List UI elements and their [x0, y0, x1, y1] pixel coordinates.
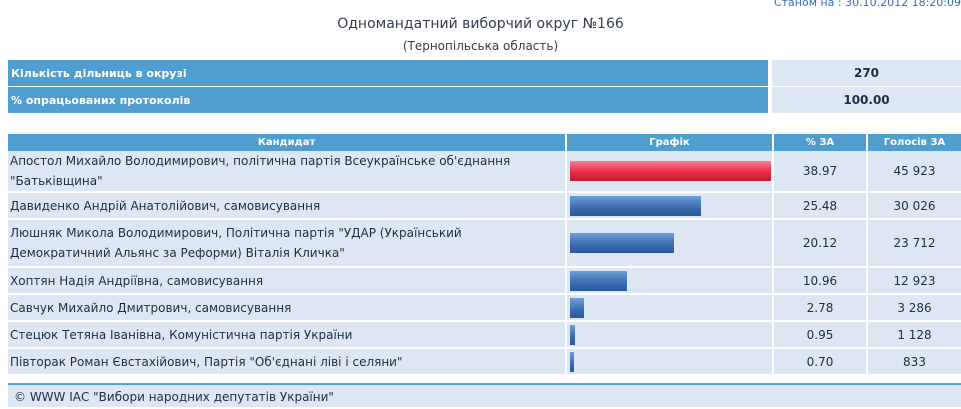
graph-cell: [566, 151, 774, 193]
votes-cell: 12 923: [867, 267, 961, 295]
summary-row-stations: Кількість дільниць в окрузі 270: [8, 60, 961, 87]
candidate-cell: Апостол Михайло Володимирович, політична…: [8, 151, 567, 193]
candidate-affiliation: , самовисування: [187, 300, 292, 315]
candidate-name: Савчук Михайло Дмитрович: [10, 300, 188, 315]
result-bar: [570, 297, 584, 318]
candidate-cell: Давиденко Андрій Анатолійович, самовисув…: [8, 192, 567, 220]
results-body: Апостол Михайло Володимирович, політична…: [8, 151, 961, 376]
column-header-votes: Голосів ЗА: [867, 134, 961, 151]
percent-cell: 0.70: [773, 348, 868, 376]
candidate-cell: Люшняк Микола Володимирович, Політична п…: [8, 219, 567, 268]
table-row: Люшняк Микола Володимирович, Політична п…: [8, 219, 961, 268]
candidate-name: Апостол Михайло Володимирович: [10, 154, 226, 168]
candidate-cell: Стецюк Тетяна Іванівна, Комуністична пар…: [8, 321, 567, 349]
summary-value: 270: [770, 60, 961, 87]
timestamp: Станом на : 30.10.2012 18:20:09: [773, 0, 961, 9]
table-row: Савчук Михайло Дмитрович, самовисування …: [8, 294, 961, 322]
table-row: Півторак Роман Євстахійович, Партія "Об'…: [8, 348, 961, 376]
summary-table: Кількість дільниць в окрузі 270 % опраць…: [8, 60, 961, 114]
results-table: Кандидат Графік % ЗА Голосів ЗА Апостол …: [8, 134, 961, 376]
footer-copyright: © WWW ІАС "Вибори народних депутатів Укр…: [8, 383, 961, 407]
candidate-name: Люшняк Микола Володимирович: [10, 226, 219, 240]
summary-value: 100.00: [770, 86, 961, 114]
graph-cell: [566, 267, 774, 295]
column-header-percent: % ЗА: [773, 134, 868, 151]
votes-cell: 30 026: [867, 192, 961, 220]
candidate-cell: Хоптян Надія Андріївна, самовисування: [8, 267, 567, 295]
result-bar: [570, 270, 627, 291]
votes-cell: 833: [867, 348, 961, 376]
candidate-name: Півторак Роман Євстахійович: [10, 354, 197, 369]
graph-cell: [566, 219, 774, 268]
table-row: Хоптян Надія Андріївна, самовисування 10…: [8, 267, 961, 295]
candidate-name: Давиденко Андрій Анатолійович: [10, 198, 217, 213]
candidate-affiliation: , Політична партія "УДАР (Український Де…: [10, 226, 462, 260]
page-title: Одномандатний виборчий округ №166: [337, 16, 624, 32]
graph-cell: [566, 321, 774, 349]
candidate-name: Хоптян Надія Андріївна: [10, 273, 160, 288]
result-bar: [570, 351, 574, 372]
summary-label: % опрацьованих протоколів: [8, 86, 772, 114]
candidate-cell: Півторак Роман Євстахійович, Партія "Об'…: [8, 348, 567, 376]
column-header-candidate: Кандидат: [8, 134, 567, 151]
result-bar: [570, 161, 771, 181]
table-row: Апостол Михайло Володимирович, політична…: [8, 151, 961, 193]
column-header-graph: Графік: [566, 134, 774, 151]
candidate-affiliation: , самовисування: [159, 273, 264, 288]
percent-cell: 2.78: [773, 294, 868, 322]
votes-cell: 45 923: [867, 151, 961, 193]
summary-row-protocols: % опрацьованих протоколів 100.00: [8, 86, 961, 114]
candidate-cell: Савчук Михайло Дмитрович, самовисування: [8, 294, 567, 322]
candidate-affiliation: , самовисування: [216, 198, 321, 213]
result-bar: [570, 195, 701, 216]
percent-cell: 38.97: [773, 151, 868, 193]
graph-cell: [566, 348, 774, 376]
votes-cell: 1 128: [867, 321, 961, 349]
percent-cell: 25.48: [773, 192, 868, 220]
results-header-row: Кандидат Графік % ЗА Голосів ЗА: [8, 134, 961, 151]
graph-cell: [566, 294, 774, 322]
table-row: Стецюк Тетяна Іванівна, Комуністична пар…: [8, 321, 961, 349]
result-bar: [570, 233, 674, 253]
percent-cell: 20.12: [773, 219, 868, 268]
votes-cell: 3 286: [867, 294, 961, 322]
result-bar: [570, 324, 575, 345]
candidate-affiliation: , Комуністична партія України: [161, 327, 353, 342]
table-row: Давиденко Андрій Анатолійович, самовисув…: [8, 192, 961, 220]
graph-cell: [566, 192, 774, 220]
page-subtitle: (Тернопільська область): [402, 39, 559, 53]
votes-cell: 23 712: [867, 219, 961, 268]
candidate-affiliation: , Партія "Об'єднані ліві і селяни": [196, 354, 403, 369]
summary-label: Кількість дільниць в окрузі: [8, 60, 772, 87]
percent-cell: 10.96: [773, 267, 868, 295]
candidate-name: Стецюк Тетяна Іванівна: [10, 327, 162, 342]
percent-cell: 0.95: [773, 321, 868, 349]
candidate-affiliation: , політична партія Всеукраїнське об'єдна…: [10, 154, 511, 188]
